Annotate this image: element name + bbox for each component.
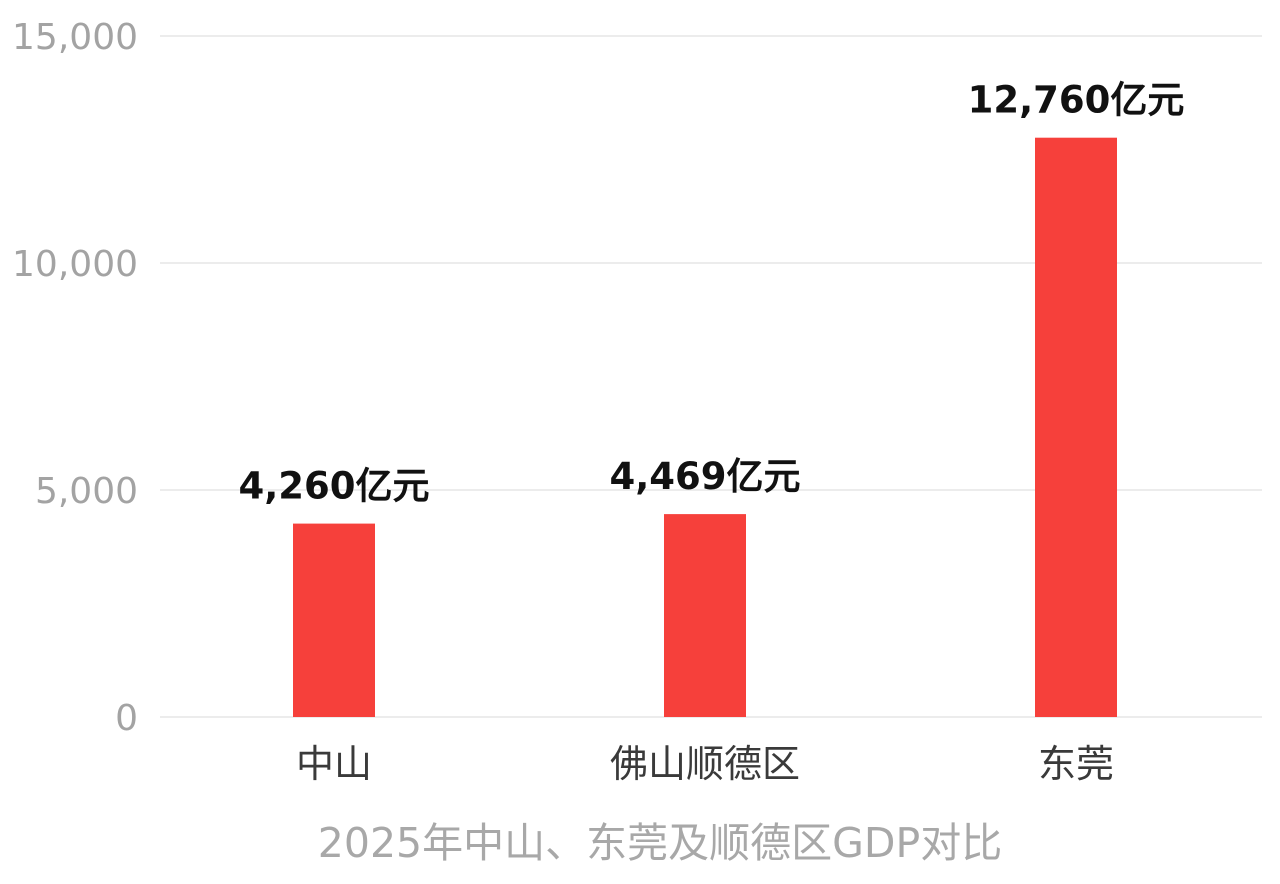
x-tick-label: 中山	[296, 742, 372, 786]
y-tick-label: 10,000	[12, 244, 138, 285]
y-tick-label: 5,000	[35, 471, 138, 512]
bar	[664, 514, 746, 717]
chart-title: 2025年中山、东莞及顺德区GDP对比	[318, 819, 1002, 867]
data-labels: 4,260亿元 4,469亿元 12,760亿元	[238, 79, 1184, 508]
y-axis-ticks: 0 5,000 10,000 15,000	[12, 17, 138, 739]
data-label: 4,260亿元	[238, 465, 429, 508]
bars	[293, 137, 1117, 718]
bar	[1035, 137, 1117, 718]
data-label: 12,760亿元	[968, 79, 1185, 122]
y-tick-label: 15,000	[12, 17, 138, 58]
data-label: 4,469亿元	[609, 455, 800, 498]
x-tick-label: 东莞	[1038, 742, 1114, 786]
x-tick-label: 佛山顺德区	[610, 742, 800, 786]
x-axis-ticks: 中山 佛山顺德区 东莞	[296, 742, 1114, 786]
bar	[293, 523, 375, 717]
y-tick-label: 0	[115, 698, 138, 739]
